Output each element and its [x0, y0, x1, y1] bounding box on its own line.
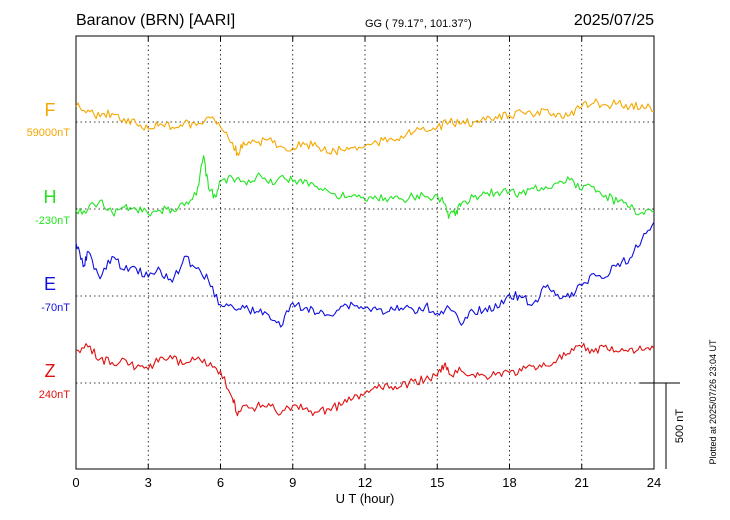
- channel-name-f: F: [45, 100, 56, 120]
- trace-e: [75, 221, 655, 328]
- grid: [76, 36, 654, 469]
- channel-baseline-h: -230nT: [35, 215, 70, 227]
- x-tick-label: 9: [289, 475, 296, 490]
- channel-name-z: Z: [45, 361, 56, 381]
- channel-name-e: E: [44, 274, 56, 294]
- trace-f: [75, 98, 655, 156]
- x-tick-label: 15: [430, 475, 444, 490]
- x-tick-label: 6: [217, 475, 224, 490]
- trace-h: [75, 155, 655, 219]
- x-tick-label: 24: [647, 475, 661, 490]
- station-coords: GG ( 79.17°, 101.37°): [365, 18, 472, 30]
- x-tick-label: 21: [575, 475, 589, 490]
- plotted-timestamp: Plotted at 2025/07/26 23:04 UT: [708, 339, 718, 465]
- x-tick-label: 3: [145, 475, 152, 490]
- x-axis-label: U T (hour): [336, 491, 395, 506]
- channel-baseline-e: -70nT: [41, 302, 70, 314]
- channel-name-h: H: [44, 187, 57, 207]
- station-title: Baranov (BRN) [AARI]: [76, 12, 235, 29]
- scale-bar: 500 nT: [640, 382, 686, 469]
- plot-date: 2025/07/25: [574, 12, 654, 29]
- x-tick-label: 18: [502, 475, 516, 490]
- x-tick-label: 12: [358, 475, 372, 490]
- channel-baseline-z: 240nT: [39, 389, 70, 401]
- channel-baseline-f: 59000nT: [27, 127, 71, 139]
- scale-bar-label: 500 nT: [674, 409, 686, 444]
- trace-z: [75, 342, 655, 417]
- x-axis: 0 3 6 9 12 15 18 21 24: [72, 36, 661, 490]
- x-tick-label: 0: [72, 475, 79, 490]
- traces: [75, 98, 655, 417]
- channel-labels: F 59000nT H -230nT E -70nT Z 240nT: [27, 100, 71, 401]
